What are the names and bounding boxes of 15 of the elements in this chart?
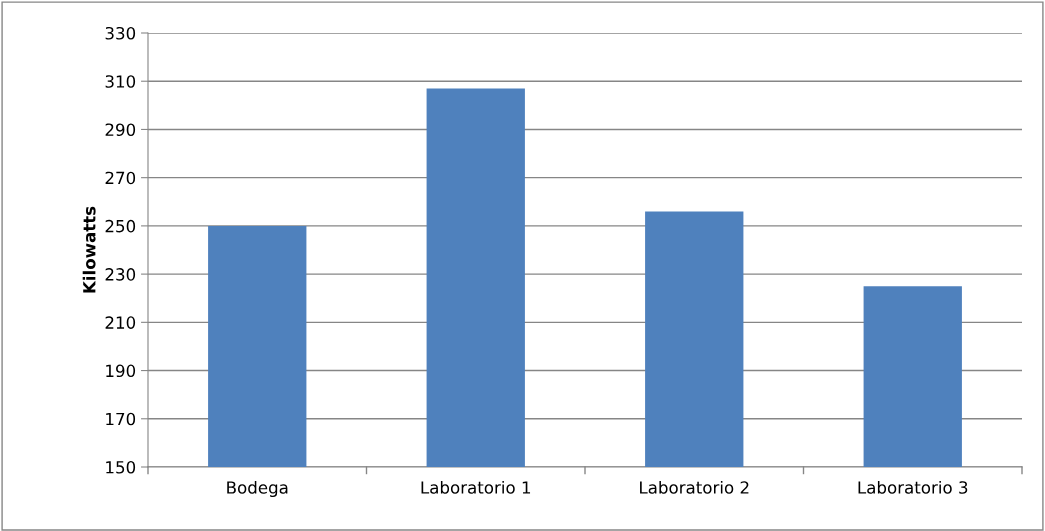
x-tick-label: Laboratorio 2 (640, 480, 749, 494)
y-tick-label: 270 (105, 171, 136, 185)
y-axis-title: Kilowatts (82, 206, 96, 293)
y-tick-label: 190 (106, 364, 136, 378)
y-tick-label: 210 (105, 316, 136, 329)
x-tick-label: Laboratorio 1 (421, 480, 531, 494)
y-tick-label: 230 (105, 268, 136, 281)
y-tick-label: 170 (106, 412, 136, 426)
y-tick-label: 290 (105, 123, 136, 137)
y-tick-label: 330 (105, 26, 136, 40)
y-tick-label: 310 (105, 75, 136, 88)
x-tick-label: Laboratorio 3 (858, 480, 968, 494)
y-tick-label: 250 (105, 219, 136, 233)
x-tick-label: Bodega (227, 480, 288, 498)
y-tick-label: 150 (106, 460, 136, 474)
